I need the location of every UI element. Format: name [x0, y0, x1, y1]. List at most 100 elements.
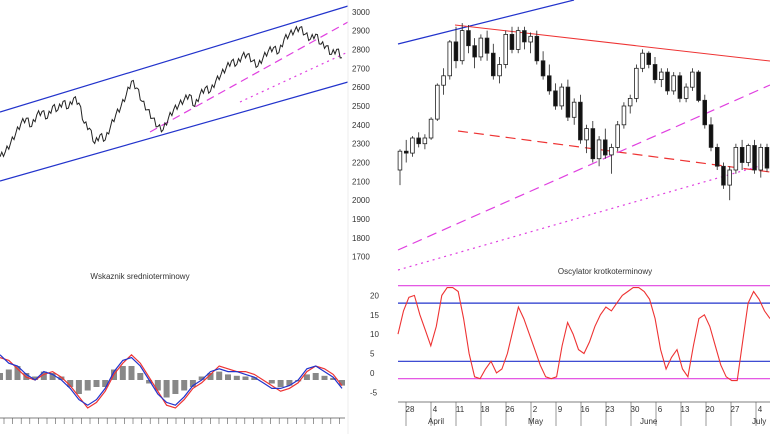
candle-body [578, 101, 583, 141]
left-indicator-line-blue [0, 354, 343, 406]
candle-body [683, 86, 689, 99]
histogram-bar [189, 380, 196, 387]
histogram-bar [93, 380, 100, 387]
date-tick-label: 13 [681, 405, 690, 414]
rising-dashed-magenta [397, 84, 770, 251]
candle-body [733, 146, 739, 171]
candle-body [478, 37, 484, 58]
candle-body [715, 146, 720, 167]
histogram-bar [163, 380, 170, 398]
candle-body [403, 150, 409, 154]
price-tick-label: 3000 [352, 8, 370, 17]
date-tick-label: 11 [456, 405, 465, 414]
histogram-bar [40, 371, 47, 380]
left-channel-upper [0, 5, 349, 113]
histogram-bar [303, 374, 310, 380]
histogram-bar [49, 373, 56, 380]
candle-body [459, 30, 465, 62]
histogram-bar [181, 380, 188, 391]
candle-body [522, 30, 527, 43]
candle-body [652, 64, 658, 81]
candle-body [752, 145, 757, 171]
candle-body [559, 86, 565, 107]
date-tick-label: 27 [731, 405, 740, 414]
candle-body [509, 34, 515, 50]
candle-body [646, 52, 652, 65]
date-tick-label: 6 [658, 405, 663, 414]
histogram-bar [242, 376, 249, 380]
osc-tick-label: 10 [370, 330, 379, 339]
histogram-bar [216, 371, 223, 380]
oscillator-panel: Oscylator krotkoterminowy 20 15 10 5 0 -5 28 4… [370, 267, 770, 426]
price-tick-label: 2700 [352, 64, 370, 73]
date-tick-label: 9 [558, 405, 563, 414]
histogram-bar [75, 380, 82, 394]
histogram-bar [172, 380, 179, 394]
price-tick-label: 2900 [352, 27, 370, 36]
histogram-bar [207, 373, 214, 380]
histogram-bar [137, 373, 144, 380]
candle-body [609, 146, 614, 156]
date-tick-label: 28 [406, 405, 415, 414]
left-indicator-line-red [0, 353, 343, 409]
price-tick-label: 1700 [352, 253, 370, 262]
candle-body [634, 67, 639, 99]
histogram-bar [233, 375, 240, 380]
date-tick-label: 2 [533, 405, 538, 414]
left-date-ticks [3, 418, 340, 424]
candle-body [739, 146, 745, 163]
date-tick-label: 16 [581, 405, 590, 414]
candle-body [453, 41, 459, 62]
candle-body [659, 71, 664, 80]
histogram-bar [251, 377, 258, 380]
candle-body [690, 71, 695, 88]
candle-body [696, 71, 701, 101]
date-tick-label: 26 [506, 405, 515, 414]
candle-body [435, 84, 440, 120]
candle-body [497, 64, 502, 77]
candle-body [677, 75, 683, 99]
histogram-bar [198, 376, 205, 380]
price-tick-label: 1900 [352, 215, 370, 224]
candle-body [571, 101, 577, 118]
histogram-bar [146, 380, 153, 384]
candle-body [410, 137, 415, 154]
month-label: April [428, 417, 444, 426]
candle-body [472, 45, 477, 58]
histogram-bar [128, 366, 135, 380]
candle-body [565, 86, 571, 118]
candle-body [422, 137, 428, 145]
candle-body [584, 128, 589, 141]
month-label: June [640, 417, 658, 426]
left-trend-dashed [149, 21, 349, 133]
osc-tick-label: 5 [370, 350, 375, 359]
candle-body [764, 146, 770, 169]
candle-body [727, 169, 732, 186]
candle-body [627, 98, 633, 107]
candle-body [484, 37, 490, 54]
histogram-bar [312, 373, 319, 380]
osc-tick-label: 20 [370, 291, 379, 300]
histogram-bar [84, 380, 91, 391]
candle-body [665, 71, 670, 92]
candle-body [397, 150, 403, 171]
histogram-bar [67, 380, 74, 387]
left-price-chart [0, 5, 349, 182]
histogram-bar [102, 380, 109, 387]
price-tick-label: 2000 [352, 196, 370, 205]
histogram-bar [0, 373, 3, 380]
candle-body [590, 128, 596, 160]
osc-tick-label: 0 [370, 369, 375, 378]
candle-body [553, 90, 558, 107]
price-tick-label: 2300 [352, 140, 370, 149]
candle-body [534, 35, 540, 62]
osc-tick-label: 15 [370, 311, 379, 320]
candle-body [746, 145, 751, 163]
candle-body [758, 146, 764, 171]
price-tick-label: 2600 [352, 83, 370, 92]
candle-body [428, 118, 434, 139]
date-tick-label: 20 [706, 405, 715, 414]
histogram-bar [286, 380, 293, 386]
